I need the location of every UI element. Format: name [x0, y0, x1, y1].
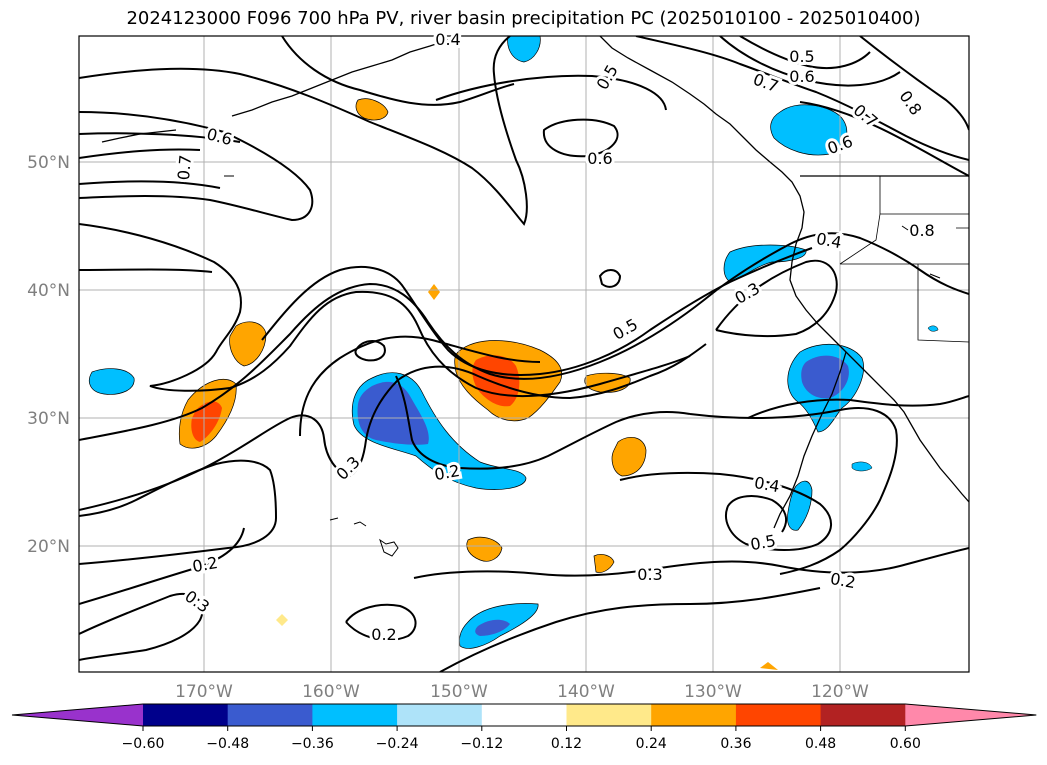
lon-label-150w: 150°W — [430, 682, 488, 702]
colorbar-extend-high — [905, 704, 1037, 726]
neg-area-small-1 — [851, 461, 873, 472]
contour-label: 0.6 — [587, 149, 612, 168]
state-borders — [839, 176, 969, 343]
coastlines — [101, 36, 969, 557]
pos-area-east-central — [611, 436, 647, 477]
contour-label: 0.5 — [593, 61, 622, 93]
colorbar-tick-label: −0.60 — [122, 736, 165, 752]
latitude-labels: 50°N 40°N 30°N 20°N — [27, 153, 70, 557]
contour-label: 0.2 — [371, 625, 396, 644]
hawaii-islands — [329, 517, 399, 557]
longitude-labels: 170°W 160°W 150°W 140°W 130°W 120°W — [175, 682, 869, 702]
aleutian-coast — [101, 39, 449, 143]
baja-peninsula — [773, 351, 847, 529]
contour-label: 0.5 — [749, 531, 777, 554]
small-islands — [224, 175, 941, 279]
contour-label: 0.3 — [332, 452, 363, 483]
colorbar-segment — [735, 704, 822, 726]
map-title: 2024123000 F096 700 hPa PV, river basin … — [126, 8, 921, 29]
precip-shading — [89, 36, 939, 670]
colorbar-segment — [566, 704, 652, 726]
lon-label-130w: 130°W — [684, 682, 742, 702]
north-america-coast — [599, 36, 969, 503]
lon-label-160w: 160°W — [302, 682, 360, 702]
pos-area-south-1 — [466, 536, 503, 562]
contour-label: 0.3 — [731, 279, 763, 308]
lon-label-120w: 120°W — [811, 682, 869, 702]
neg-area-hawaii-west — [89, 368, 135, 395]
contour-label: 0.7 — [751, 70, 781, 97]
pos-area-small-2 — [276, 614, 288, 626]
colorbar-segment — [397, 704, 483, 726]
lon-label-170w: 170°W — [175, 682, 233, 702]
contour-label: 0.5 — [789, 47, 814, 66]
contour-label: 0.8 — [895, 87, 925, 119]
pos-area-south-2 — [593, 554, 615, 573]
neg-core-south — [475, 619, 510, 636]
pos-core-central-pacific — [472, 355, 520, 407]
colorbar-tick-label: 0.48 — [805, 736, 836, 752]
contour-label: 0.4 — [753, 473, 781, 496]
contour-label: 0.4 — [435, 30, 460, 49]
pos-core-west-pacific — [191, 401, 222, 442]
pos-area-west-pacific-north — [229, 321, 267, 367]
neg-area-small-2 — [927, 325, 939, 332]
colorbar-segment — [820, 704, 906, 726]
contour-label: 0.3 — [181, 586, 213, 616]
neg-area-north-strip — [507, 36, 541, 63]
lat-label-40n: 40°N — [27, 281, 70, 301]
contour-label: 0.7 — [174, 154, 195, 181]
contour-label: 0.8 — [909, 221, 934, 240]
contour-label: 0.3 — [637, 565, 662, 584]
colorbar-tick-label: −0.12 — [460, 736, 503, 752]
colorbar-segment — [481, 704, 567, 726]
colorbar-tick-label: 0.12 — [551, 736, 582, 752]
pos-area-small-3 — [760, 662, 778, 670]
colorbar-tick-label: 0.60 — [890, 736, 921, 752]
contour-label: 0.2 — [191, 553, 219, 576]
colorbar-tick-label: −0.36 — [291, 736, 334, 752]
colorbar-tick-label: 0.24 — [636, 736, 667, 752]
contour-label: 0.6 — [789, 67, 814, 86]
neg-core-california — [801, 355, 849, 399]
lat-label-20n: 20°N — [27, 537, 70, 557]
plot-frame — [78, 35, 970, 673]
lat-label-30n: 30°N — [27, 409, 70, 429]
colorbar-tick-label: 0.36 — [720, 736, 751, 752]
colorbar: −0.60 −0.48 −0.36 −0.24 −0.12 0.12 0.24 0.36 0.4… — [11, 703, 1037, 752]
neg-area-north-california — [723, 244, 807, 283]
pv-contours — [79, 36, 969, 672]
gridlines — [79, 36, 969, 672]
pos-area-north-small — [355, 98, 389, 121]
contour-label: 0.4 — [815, 229, 843, 252]
neg-area-baja — [787, 480, 813, 531]
colorbar-segment — [312, 704, 398, 726]
colorbar-tick-label: −0.24 — [376, 736, 419, 752]
colorbar-segment — [143, 704, 229, 726]
colorbar-segment — [651, 704, 737, 726]
colorbar-segment — [227, 704, 313, 726]
colorbar-extend-low — [12, 704, 143, 726]
lon-label-140w: 140°W — [557, 682, 615, 702]
contour-label: 0.6 — [205, 124, 235, 149]
pos-area-small-1 — [428, 284, 440, 300]
lat-label-50n: 50°N — [27, 153, 70, 173]
colorbar-tick-label: −0.48 — [206, 736, 249, 752]
contour-label: 0.2 — [829, 569, 857, 592]
